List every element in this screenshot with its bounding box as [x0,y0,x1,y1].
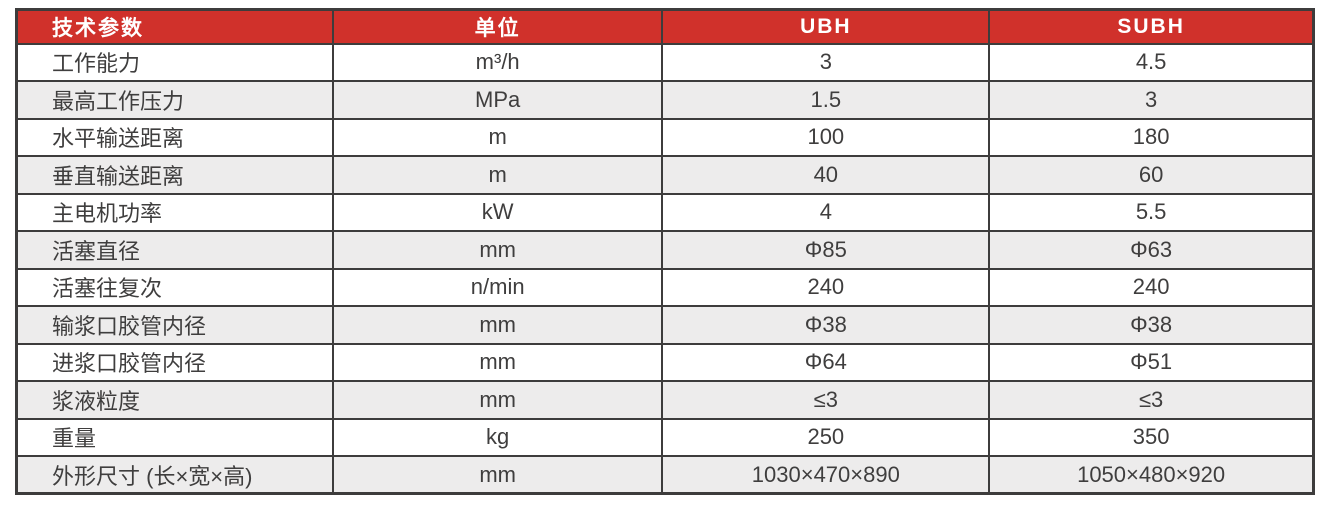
cell-ubh: Φ85 [661,230,991,270]
table-row: 活塞往复次 n/min 240 240 [15,267,1315,307]
cell-param: 活塞直径 [15,230,334,270]
cell-ubh: 4 [661,192,991,232]
cell-ubh: 240 [661,267,991,307]
cell-subh: 240 [988,267,1315,307]
column-header-unit: 单位 [331,8,664,45]
table-row: 浆液粒度 mm ≤3 ≤3 [15,380,1315,420]
cell-subh: 5.5 [988,192,1315,232]
cell-ubh: ≤3 [661,380,991,420]
cell-subh: 180 [988,117,1315,157]
table-row: 输浆口胶管内径 mm Φ38 Φ38 [15,305,1315,345]
column-header-subh: SUBH [988,8,1315,45]
cell-unit: mm [331,380,664,420]
cell-unit: m [331,117,664,157]
cell-subh: 4.5 [988,42,1315,82]
cell-param: 主电机功率 [15,192,334,232]
cell-ubh: 1030×470×890 [661,455,991,495]
cell-unit: mm [331,305,664,345]
cell-unit: n/min [331,267,664,307]
cell-subh: 1050×480×920 [988,455,1315,495]
cell-unit: m³/h [331,42,664,82]
cell-ubh: 100 [661,117,991,157]
cell-unit: m [331,155,664,195]
cell-param: 最高工作压力 [15,80,334,120]
cell-param: 重量 [15,417,334,457]
table-row: 最高工作压力 MPa 1.5 3 [15,80,1315,120]
table-row: 垂直输送距离 m 40 60 [15,155,1315,195]
cell-ubh: 40 [661,155,991,195]
cell-ubh: Φ38 [661,305,991,345]
cell-ubh: 3 [661,42,991,82]
table-row: 水平输送距离 m 100 180 [15,117,1315,157]
cell-subh: Φ38 [988,305,1315,345]
cell-unit: MPa [331,80,664,120]
cell-ubh: 250 [661,417,991,457]
cell-subh: 60 [988,155,1315,195]
cell-param: 浆液粒度 [15,380,334,420]
cell-subh: ≤3 [988,380,1315,420]
table-row: 主电机功率 kW 4 5.5 [15,192,1315,232]
cell-unit: mm [331,342,664,382]
technical-parameters-table: 技术参数 单位 UBH SUBH 工作能力 m³/h 3 4.5 最高工作压力 MPa 1.5 3 水… [15,8,1315,495]
cell-param: 水平输送距离 [15,117,334,157]
table-row: 重量 kg 250 350 [15,417,1315,457]
cell-param: 垂直输送距离 [15,155,334,195]
cell-unit: mm [331,455,664,495]
cell-subh: 350 [988,417,1315,457]
cell-subh: Φ51 [988,342,1315,382]
table-row: 工作能力 m³/h 3 4.5 [15,42,1315,82]
cell-subh: Φ63 [988,230,1315,270]
cell-param: 活塞往复次 [15,267,334,307]
table-row: 进浆口胶管内径 mm Φ64 Φ51 [15,342,1315,382]
cell-param: 进浆口胶管内径 [15,342,334,382]
table-row: 外形尺寸 (长×宽×高) mm 1030×470×890 1050×480×920 [15,455,1315,495]
cell-ubh: 1.5 [661,80,991,120]
cell-ubh: Φ64 [661,342,991,382]
column-header-param: 技术参数 [15,8,334,45]
cell-param: 输浆口胶管内径 [15,305,334,345]
cell-unit: kW [331,192,664,232]
cell-param: 外形尺寸 (长×宽×高) [15,455,334,495]
table-row: 活塞直径 mm Φ85 Φ63 [15,230,1315,270]
cell-unit: kg [331,417,664,457]
cell-param: 工作能力 [15,42,334,82]
cell-subh: 3 [988,80,1315,120]
cell-unit: mm [331,230,664,270]
table-header-row: 技术参数 单位 UBH SUBH [15,8,1315,45]
column-header-ubh: UBH [661,8,991,45]
spec-table-container: 技术参数 单位 UBH SUBH 工作能力 m³/h 3 4.5 最高工作压力 MPa 1.5 3 水… [15,8,1315,495]
